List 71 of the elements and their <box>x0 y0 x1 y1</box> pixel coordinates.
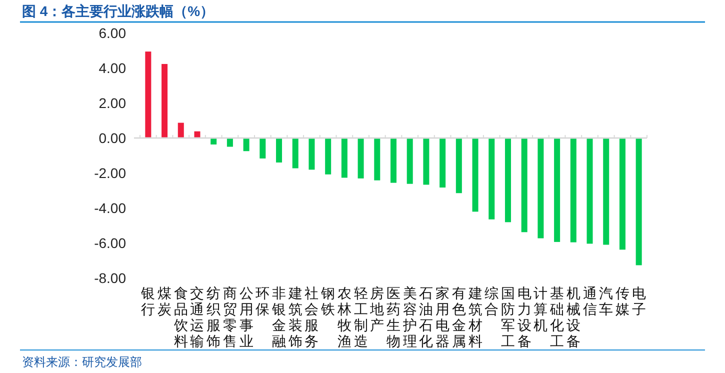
bar <box>570 138 576 242</box>
x-tick-label: 家用电器 <box>436 285 450 349</box>
bar <box>586 138 593 244</box>
y-tick-label: -4.00 <box>94 200 126 216</box>
x-tick-label: 医药生物 <box>386 285 400 349</box>
bar <box>341 138 348 178</box>
x-tick-label: 钢铁 <box>320 285 336 317</box>
x-tick-label: 通信 <box>582 285 597 317</box>
x-tick-label: 纺织服饰 <box>206 285 221 349</box>
x-tick-label: 国防军工 <box>500 285 515 349</box>
bar <box>308 138 315 170</box>
x-tick-label: 基础化工 <box>549 285 564 349</box>
bar <box>325 138 332 174</box>
bar <box>178 122 184 138</box>
x-tick-label: 农林牧渔 <box>336 285 352 349</box>
x-tick-label: 房地产 <box>369 285 384 333</box>
bar <box>538 138 544 238</box>
bar <box>292 138 298 168</box>
bar <box>276 138 282 162</box>
x-tick-label: 电力设备 <box>517 285 532 349</box>
y-tick-label: -2.00 <box>94 165 126 181</box>
x-tick-label: 轻工制造 <box>354 285 368 349</box>
bar <box>145 52 152 138</box>
bar <box>194 131 200 138</box>
bar <box>488 138 495 220</box>
bar <box>226 138 233 147</box>
bar <box>162 64 168 138</box>
x-tick-label: 银行 <box>140 285 156 317</box>
x-tick-label: 电子 <box>632 285 646 317</box>
x-tick-label: 食品饮料 <box>172 285 188 349</box>
bar <box>603 138 610 245</box>
bar <box>521 138 528 232</box>
x-tick-label: 商贸零售 <box>222 285 237 349</box>
y-tick-label: 4.00 <box>98 60 126 76</box>
x-tick-label: 传媒 <box>615 285 630 317</box>
x-tick-label: 建筑材料 <box>467 285 482 349</box>
bar <box>554 138 560 242</box>
x-tick-label: 石油石化 <box>419 285 434 349</box>
bar <box>390 138 396 183</box>
bar <box>504 138 511 222</box>
x-tick-label: 综合 <box>484 285 499 317</box>
bar <box>636 138 642 266</box>
x-tick-label: 非银金融 <box>271 285 286 349</box>
x-tick-label: 公用事业 <box>239 285 254 349</box>
x-tick-label: 机械设备 <box>566 285 580 349</box>
bar <box>456 138 462 194</box>
x-tick-label: 计算机 <box>534 285 548 333</box>
x-tick-label: 建筑装饰 <box>287 285 302 349</box>
chart-title: 图 4：各主要行业涨跌幅（%） <box>22 3 214 19</box>
text: 资料来源：研究发展部 <box>22 355 142 369</box>
x-tick-label: 汽车 <box>599 285 614 317</box>
bar <box>472 138 478 212</box>
x-tick-label: 社会服务 <box>304 285 319 349</box>
x-tick-label: 有色金属 <box>452 285 466 349</box>
y-tick-label: -6.00 <box>94 235 126 251</box>
bar <box>423 138 430 185</box>
x-tick-label: 环保 <box>256 285 270 317</box>
x-tick-label: 交通运输 <box>190 285 204 349</box>
bar <box>243 138 250 152</box>
bar <box>358 138 364 178</box>
bar <box>619 138 626 250</box>
y-tick-label: 0.00 <box>98 130 126 146</box>
y-tick-label: 2.00 <box>98 95 126 111</box>
y-tick-label: 6.00 <box>98 25 126 41</box>
x-tick-label: 煤炭 <box>158 285 172 317</box>
bar <box>440 138 446 188</box>
bar <box>406 138 413 184</box>
bar <box>260 138 266 158</box>
bar <box>374 138 380 180</box>
x-tick-label: 美容护理 <box>402 285 417 349</box>
y-tick-label: -8.00 <box>94 270 126 286</box>
